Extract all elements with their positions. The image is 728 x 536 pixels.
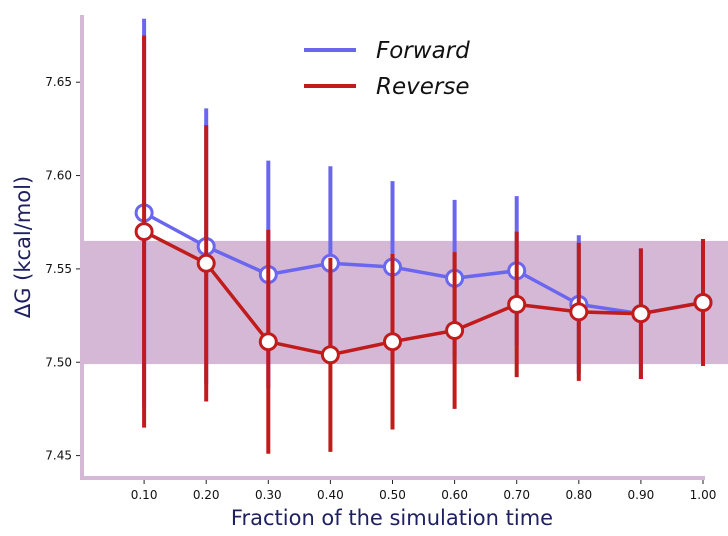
series-layer	[134, 18, 713, 454]
point-reverse	[134, 222, 154, 242]
line-forward	[143, 211, 704, 316]
y-tick-label: 7.60	[45, 169, 72, 183]
legend-label-forward: Forward	[376, 38, 470, 64]
y-axis-label: ΔG (kcal/mol)	[11, 176, 35, 318]
x-tick-label: 0.90	[628, 488, 655, 502]
x-tick-label: 0.70	[503, 488, 530, 502]
x-tick-label: 0.50	[379, 488, 406, 502]
point-reverse	[631, 304, 651, 324]
y-tick-label: 7.45	[45, 449, 72, 463]
x-tick-label: 0.10	[131, 488, 158, 502]
y-tick-label: 7.65	[45, 75, 72, 89]
point-reverse	[507, 294, 527, 314]
x-tick-label: 0.40	[317, 488, 344, 502]
point-reverse	[196, 253, 216, 273]
y-tick-label: 7.55	[45, 262, 72, 276]
x-tick-label: 0.20	[193, 488, 220, 502]
line-reverse	[143, 230, 704, 357]
shaded-band	[82, 240, 728, 365]
point-reverse	[569, 302, 589, 322]
x-axis-ticks: 0.10 0.20 0.30 0.40 0.50 0.60 0.70 0.80 0.90 1.00	[131, 478, 717, 502]
y-tick-label: 7.50	[45, 355, 72, 369]
series-reverse	[134, 35, 713, 454]
point-reverse	[445, 321, 465, 341]
point-reverse	[693, 293, 713, 313]
x-tick-label: 1.00	[690, 488, 717, 502]
point-reverse	[320, 345, 340, 365]
y-axis-ticks: 7.45 7.50 7.55 7.60 7.65	[45, 75, 82, 463]
x-axis-label: Fraction of the simulation time	[231, 506, 553, 530]
point-reverse	[383, 332, 402, 352]
legend-label-reverse: Reverse	[376, 74, 469, 100]
x-tick-label: 0.80	[565, 488, 592, 502]
x-tick-label: 0.30	[255, 488, 282, 502]
point-reverse	[258, 332, 278, 352]
legend: Forward Reverse	[304, 38, 470, 100]
x-tick-label: 0.60	[441, 488, 468, 502]
